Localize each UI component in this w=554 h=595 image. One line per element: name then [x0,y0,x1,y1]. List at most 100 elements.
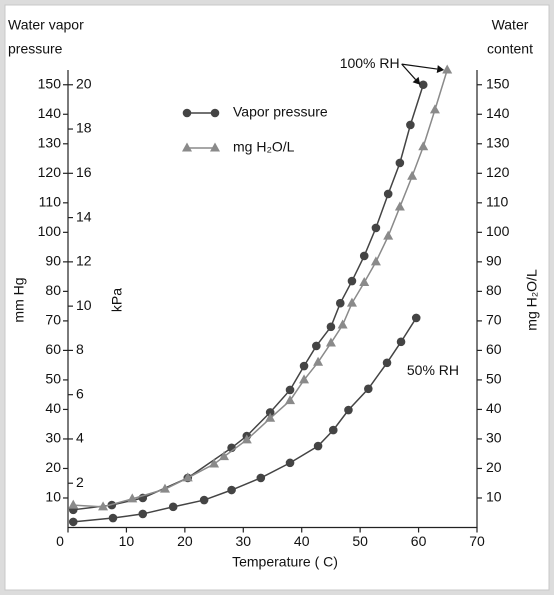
kpa-tick-label: 10 [76,297,92,313]
x-tick-label: 50 [352,533,368,549]
circle-marker [312,341,321,351]
arrow-head [412,76,421,85]
circle-marker [168,502,178,512]
triangle-marker [359,277,370,287]
circle-marker [265,408,275,417]
legend-label: mg H₂O/L [233,139,295,155]
y2-tick-label: 80 [486,282,502,298]
kpa-tick-label: 12 [76,253,92,269]
y-tick-label: 10 [45,489,61,505]
circle-marker [406,120,415,130]
legend-label: Vapor pressure [233,104,328,120]
kpa-axis-label: kPa [109,288,125,312]
circle-marker [383,189,393,199]
circle-marker [344,405,353,415]
triangle-marker [429,104,440,114]
y2-tick-label: 60 [486,341,502,357]
annotation: 50% RH [407,362,459,378]
x-axis-label: Temperature ( C) [232,554,338,570]
annotation: 100% RH [340,55,400,71]
circle-marker [359,251,369,261]
circle-marker [68,517,78,527]
triangle-marker [394,201,405,211]
y-tick-label: 100 [38,223,62,239]
x-tick-label: 10 [119,533,135,549]
triangle-marker [98,501,109,511]
y2-tick-label: 20 [486,459,502,475]
circle-marker [395,158,405,168]
y2-tick-label: 50 [486,371,502,387]
y-tick-label: 110 [39,194,62,210]
circle-marker [285,385,295,395]
y2-tick-label: 150 [486,75,510,91]
circle-marker [326,322,336,332]
circle-marker [108,513,118,523]
circle-marker [347,276,357,286]
circle-marker [411,313,421,323]
circle-marker [335,298,345,308]
triangle-marker [418,141,429,151]
y-axis-label: mm Hg [11,277,27,322]
triangle-marker [383,230,394,240]
title-right-1: Water [492,17,529,33]
panel [4,4,550,591]
title-right-2: content [487,41,533,57]
kpa-tick-label: 8 [76,341,84,357]
title-left-1: Water vapor [8,17,84,33]
circle-marker [138,509,148,519]
y2-tick-label: 100 [486,223,510,239]
triangle-marker [346,297,357,307]
kpa-tick-label: 4 [76,430,84,446]
y-tick-label: 20 [45,459,61,475]
x-tick-label: 30 [235,533,251,549]
x-tick-label: 70 [469,533,485,549]
kpa-tick-label: 6 [76,385,84,401]
y2-tick-label: 120 [486,164,510,180]
circle-marker [285,458,295,468]
circle-marker [371,223,381,233]
y-tick-label: 120 [38,164,62,180]
y2-tick-label: 40 [486,400,502,416]
triangle-marker [370,256,381,266]
triangle-marker [182,472,193,482]
circle-marker [227,485,236,495]
circle-marker [313,441,323,451]
y2-tick-label: 90 [486,253,502,269]
x-tick-label: 0 [56,533,64,549]
y2-tick-label: 70 [486,312,502,328]
triangle-marker [407,170,418,180]
title-left-2: pressure [8,41,63,57]
kpa-tick-label: 14 [76,208,92,224]
triangle-marker [219,451,230,461]
legend-marker [210,142,220,152]
triangle-marker [285,395,296,405]
x-tick-label: 60 [411,533,427,549]
circle-marker [396,337,406,347]
circle-marker [382,358,392,368]
circle-marker [199,495,209,505]
y-tick-label: 50 [45,371,61,387]
triangle-marker [159,483,170,493]
triangle-marker [337,319,348,329]
y2-tick-label: 140 [486,105,510,121]
y-tick-label: 90 [45,253,61,269]
y2-axis-label: mg H₂O/L [524,269,540,331]
kpa-tick-label: 18 [76,120,92,136]
circle-marker [364,384,373,394]
legend-marker [182,142,192,152]
circle-marker [256,473,266,483]
annotation-arrow [401,63,417,80]
triangle-marker [209,458,220,468]
y2-tick-label: 30 [486,430,502,446]
legend-marker [210,108,220,118]
axes [67,70,478,529]
legend-marker [182,108,192,118]
y-tick-label: 60 [45,341,61,357]
arrow-head [436,65,445,73]
x-tick-label: 20 [177,533,193,549]
triangle-marker [325,337,336,347]
y-tick-label: 40 [45,400,61,416]
kpa-tick-label: 2 [76,474,84,490]
